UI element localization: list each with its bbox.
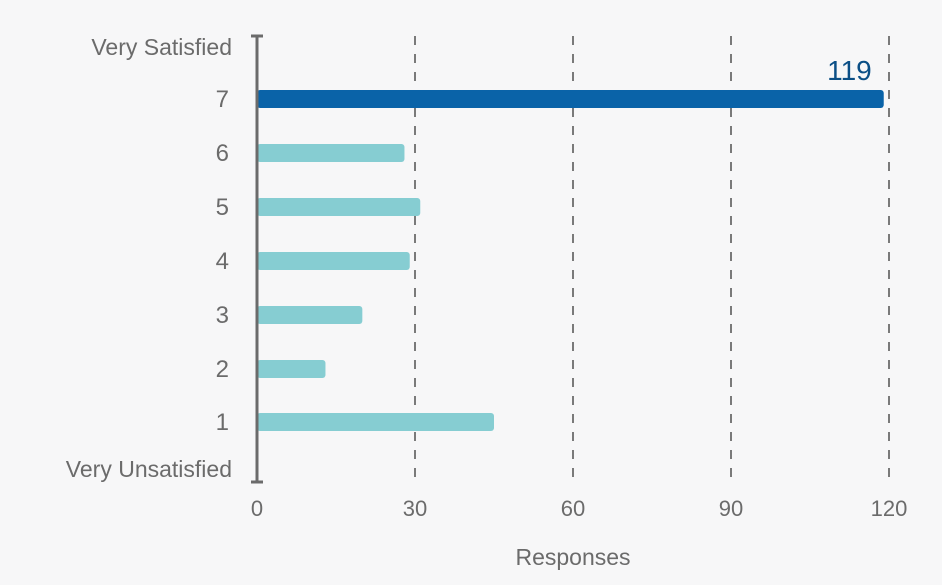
- category-label-4: 4: [216, 248, 229, 275]
- category-label-5: 5: [216, 194, 229, 221]
- bar-4: [257, 252, 410, 270]
- grid-lines: [414, 36, 890, 484]
- scale-label-top: Very Satisfied: [91, 34, 232, 60]
- bar-6: [257, 144, 405, 162]
- scale-label-bottom: Very Unsatisfied: [66, 456, 232, 482]
- bars: [257, 90, 884, 431]
- bar-7: [257, 90, 884, 108]
- category-label-3: 3: [216, 302, 229, 329]
- labels: 0 30 60 90 120 7 6 5 4 3 2 1 Very Satisfied Very Unsa…: [66, 34, 908, 570]
- category-label-6: 6: [216, 140, 229, 167]
- x-tick-label: 30: [403, 496, 427, 521]
- bar-3: [257, 306, 363, 324]
- bar-2: [257, 360, 326, 378]
- x-tick-label: 60: [561, 496, 585, 521]
- data-label-7: 119: [827, 55, 872, 86]
- category-label-2: 2: [216, 356, 229, 383]
- x-tick-label: 90: [719, 496, 743, 521]
- x-axis-title: Responses: [515, 544, 630, 570]
- x-tick-label: 0: [251, 496, 263, 521]
- bar-5: [257, 198, 421, 216]
- category-label-7: 7: [216, 86, 229, 113]
- y-axis: [251, 34, 263, 484]
- x-tick-label: 120: [871, 496, 908, 521]
- category-label-1: 1: [216, 409, 229, 436]
- bar-1: [257, 413, 494, 431]
